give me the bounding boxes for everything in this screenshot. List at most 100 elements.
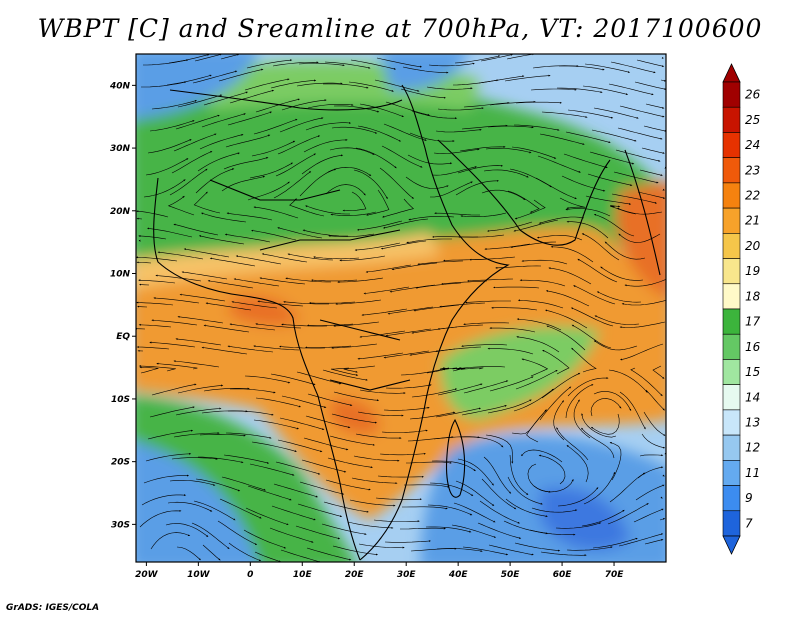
streamline bbox=[608, 369, 648, 393]
colorbar-swatch bbox=[722, 182, 741, 209]
streamline bbox=[435, 407, 482, 418]
streamline bbox=[489, 376, 534, 392]
streamline bbox=[333, 321, 380, 327]
streamline bbox=[136, 256, 178, 262]
colorbar-swatch bbox=[722, 258, 741, 285]
streamline bbox=[277, 135, 321, 155]
streamline bbox=[149, 341, 196, 348]
lon-tick-label: 60E bbox=[553, 570, 573, 580]
streamline bbox=[217, 520, 258, 545]
streamline bbox=[350, 59, 397, 70]
streamline bbox=[343, 365, 376, 373]
streamline bbox=[201, 346, 248, 355]
streamline bbox=[171, 457, 218, 460]
streamline bbox=[151, 99, 198, 110]
streamline bbox=[538, 454, 566, 485]
lat-tick-label: EQ bbox=[116, 332, 130, 342]
streamline bbox=[329, 147, 375, 155]
streamline bbox=[481, 189, 526, 201]
streamline bbox=[296, 371, 342, 385]
streamline bbox=[461, 404, 507, 416]
streamline bbox=[381, 429, 428, 433]
streamline bbox=[270, 373, 316, 386]
streamline bbox=[365, 264, 412, 273]
streamline bbox=[467, 278, 514, 282]
streamline bbox=[567, 377, 609, 397]
streamline bbox=[380, 240, 427, 250]
streamline bbox=[233, 278, 280, 287]
streamline bbox=[136, 346, 170, 350]
streamline bbox=[581, 509, 625, 527]
streamline bbox=[379, 167, 414, 199]
streamline bbox=[146, 227, 193, 238]
streamline bbox=[277, 439, 323, 453]
streamline bbox=[590, 398, 622, 417]
streamline bbox=[143, 179, 186, 198]
streamline bbox=[431, 166, 477, 176]
streamline bbox=[281, 99, 327, 111]
streamline bbox=[462, 546, 509, 556]
lat-tick-label: 20S bbox=[111, 458, 130, 468]
streamline bbox=[535, 177, 577, 200]
streamline bbox=[619, 321, 666, 329]
streamline bbox=[613, 171, 659, 184]
colorbar-swatch bbox=[722, 283, 741, 310]
streamline bbox=[203, 324, 250, 333]
streamline bbox=[621, 299, 666, 306]
streamline bbox=[375, 497, 422, 501]
streamline bbox=[138, 323, 172, 328]
streamline bbox=[173, 223, 219, 236]
streamline bbox=[357, 411, 404, 417]
streamline bbox=[618, 533, 664, 547]
streamlines bbox=[136, 54, 666, 562]
streamline bbox=[439, 302, 486, 308]
streamline bbox=[566, 445, 589, 483]
streamline bbox=[389, 284, 436, 293]
streamline bbox=[296, 82, 343, 87]
colorbar-label: 12 bbox=[745, 441, 760, 455]
coastline-india bbox=[624, 149, 661, 276]
colorbar-swatch bbox=[722, 434, 741, 461]
streamline bbox=[138, 235, 167, 240]
streamline bbox=[339, 255, 386, 262]
streamline bbox=[437, 107, 484, 111]
streamline bbox=[330, 211, 377, 216]
streamline bbox=[136, 261, 152, 264]
streamline bbox=[243, 529, 287, 549]
streamline bbox=[465, 300, 511, 304]
streamline bbox=[227, 345, 274, 353]
streamline bbox=[324, 61, 371, 69]
colorbar-swatch bbox=[722, 409, 741, 436]
streamline bbox=[484, 243, 531, 251]
streamline bbox=[191, 522, 230, 550]
streamline bbox=[374, 79, 420, 92]
streamline bbox=[460, 212, 507, 218]
streamline bbox=[153, 297, 200, 304]
streamline bbox=[463, 322, 510, 326]
streamline bbox=[541, 372, 581, 399]
streamline bbox=[333, 391, 380, 402]
colorbar-swatch bbox=[722, 510, 741, 537]
colorbar-label: 26 bbox=[745, 88, 761, 102]
streamline bbox=[431, 460, 476, 472]
streamline bbox=[428, 62, 475, 67]
streamline bbox=[283, 300, 329, 305]
streamline bbox=[488, 544, 534, 556]
streamline bbox=[529, 529, 576, 536]
streamline bbox=[563, 153, 608, 169]
streamline bbox=[565, 384, 594, 419]
streamline bbox=[249, 162, 294, 179]
streamline bbox=[385, 101, 430, 116]
streamline bbox=[307, 323, 354, 327]
streamline bbox=[469, 256, 516, 261]
streamline bbox=[333, 105, 380, 113]
streamline bbox=[507, 190, 540, 213]
coastline-east-africa bbox=[359, 84, 510, 561]
streamline bbox=[269, 527, 314, 543]
streamline bbox=[355, 147, 397, 169]
streamline bbox=[221, 175, 266, 192]
plot-area bbox=[136, 54, 666, 562]
streamline bbox=[253, 419, 300, 430]
streamline bbox=[141, 494, 187, 506]
